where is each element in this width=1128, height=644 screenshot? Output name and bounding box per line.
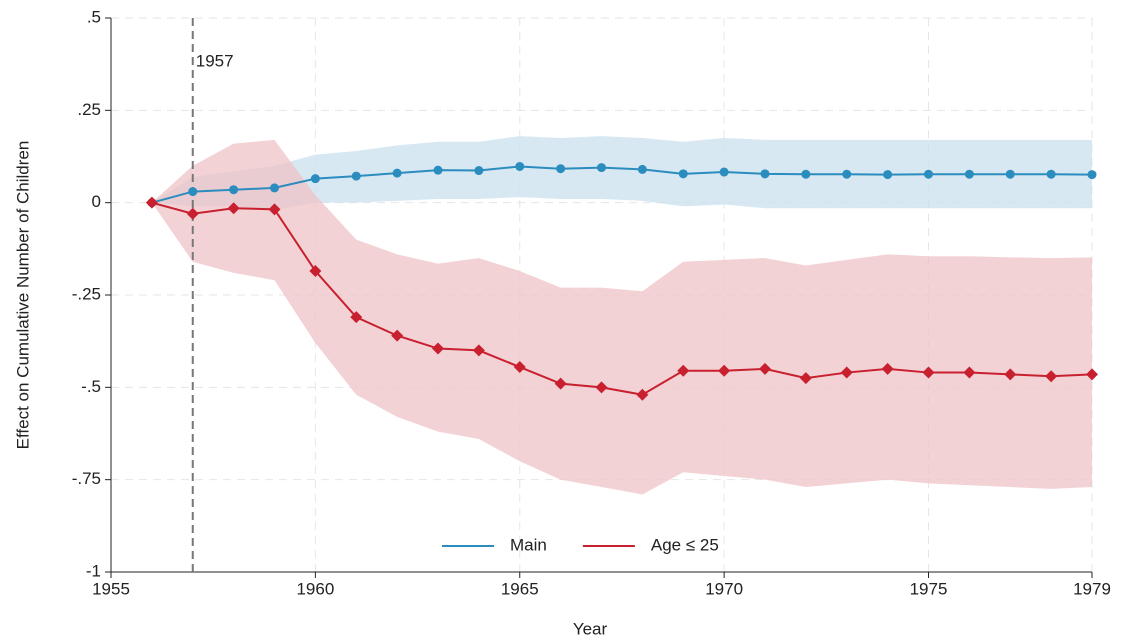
marker	[964, 169, 974, 179]
legend-label: Main	[510, 535, 547, 554]
y-tick-label: -1	[86, 561, 101, 580]
marker	[309, 264, 322, 277]
x-tick-label: 1955	[92, 579, 130, 598]
confidence-band	[151, 136, 1092, 211]
marker	[759, 362, 771, 375]
marker	[556, 164, 566, 174]
marker	[188, 187, 198, 197]
y-tick-label: -.25	[72, 284, 101, 303]
marker	[350, 311, 363, 324]
y-axis-label: Effect on Cumulative Number of Children	[13, 141, 32, 450]
marker	[229, 185, 239, 195]
marker	[840, 366, 853, 379]
marker	[801, 169, 811, 179]
y-tick-label: .25	[77, 100, 101, 119]
series-line	[151, 165, 1093, 204]
marker	[760, 169, 770, 179]
marker	[719, 167, 729, 177]
marker	[270, 183, 279, 193]
marker	[186, 207, 199, 220]
marker	[1045, 370, 1058, 383]
marker	[636, 388, 649, 401]
marker	[678, 169, 688, 179]
marker	[1086, 368, 1098, 381]
x-tick-label: 1975	[910, 579, 948, 598]
marker	[1005, 169, 1015, 179]
x-axis-label: Year	[573, 619, 608, 638]
lines	[151, 165, 1093, 396]
marker	[799, 372, 812, 385]
x-tick-label: 1979	[1073, 579, 1111, 598]
marker	[597, 163, 606, 173]
marker	[718, 364, 731, 377]
marker	[227, 202, 240, 215]
annotation: 1957	[196, 51, 234, 70]
marker	[963, 366, 976, 379]
confidence-band	[151, 139, 1092, 495]
marker	[883, 170, 893, 180]
y-tick-label: -.75	[72, 469, 101, 488]
bands	[151, 136, 1092, 495]
x-tick-label: 1970	[705, 579, 743, 598]
marker	[924, 169, 933, 179]
marker	[310, 174, 320, 184]
marker	[554, 377, 567, 390]
marker	[391, 329, 404, 342]
marker	[515, 161, 525, 171]
marker	[351, 171, 361, 181]
marker	[881, 362, 894, 375]
marker	[637, 164, 647, 174]
marker	[1004, 368, 1017, 381]
marker	[842, 169, 852, 179]
marker	[922, 366, 935, 379]
marker	[1046, 169, 1056, 179]
marker	[268, 203, 281, 216]
legend-label: Age ≤ 25	[651, 535, 719, 554]
marker	[677, 364, 690, 377]
marker	[145, 196, 158, 209]
x-tick-label: 1965	[501, 579, 539, 598]
marker	[472, 344, 485, 357]
marker	[595, 381, 608, 394]
y-tick-label: 0	[92, 192, 101, 211]
y-tick-label: -.5	[81, 377, 101, 396]
series-line	[151, 201, 1093, 396]
x-tick-label: 1960	[296, 579, 334, 598]
marker	[474, 166, 484, 176]
marker	[392, 168, 402, 178]
marker	[513, 361, 526, 374]
marker	[1087, 170, 1097, 180]
marker	[432, 342, 444, 355]
y-tick-label: .5	[87, 7, 101, 26]
marker	[433, 165, 443, 175]
